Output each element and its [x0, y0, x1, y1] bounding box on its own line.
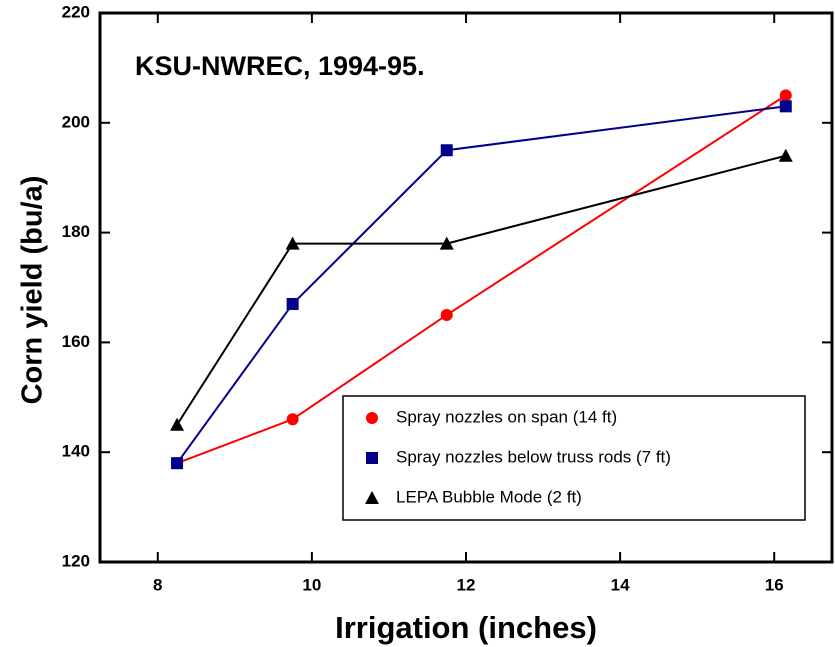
legend [342, 395, 806, 521]
x-tick-label: 14 [611, 575, 630, 594]
marker [366, 452, 378, 464]
marker [366, 412, 378, 424]
x-tick-label: 8 [153, 575, 162, 594]
y-tick-label: 220 [62, 2, 90, 21]
series-line [176, 154, 787, 426]
marker [779, 100, 792, 113]
legend-label: Spray nozzles below truss rods (7 ft) [396, 447, 671, 466]
marker [170, 417, 185, 431]
marker [286, 297, 299, 310]
series-line [176, 94, 787, 465]
x-tick-label: 16 [765, 575, 784, 594]
y-tick-label: 180 [62, 222, 90, 241]
y-tick-label: 140 [62, 442, 90, 461]
marker [171, 457, 184, 470]
y-axis-label: Corn yield (bu/a) [17, 176, 49, 405]
marker [440, 144, 453, 157]
series-line [176, 105, 786, 464]
chart-title: KSU-NWREC, 1994-95. [135, 51, 425, 81]
y-tick-label: 120 [62, 551, 90, 570]
marker [286, 413, 299, 426]
x-axis-label: Irrigation (inches) [335, 610, 597, 645]
x-tick-label: 10 [302, 575, 321, 594]
marker [439, 236, 454, 250]
marker [778, 148, 793, 162]
x-tick-label: 12 [457, 575, 476, 594]
legend-label: Spray nozzles on span (14 ft) [396, 407, 617, 426]
legend-label: LEPA Bubble Mode (2 ft) [396, 487, 582, 506]
marker [779, 89, 792, 102]
marker [365, 491, 379, 504]
y-tick-label: 160 [62, 332, 90, 351]
marker [440, 308, 453, 321]
y-tick-label: 200 [62, 112, 90, 131]
marker [285, 236, 300, 250]
